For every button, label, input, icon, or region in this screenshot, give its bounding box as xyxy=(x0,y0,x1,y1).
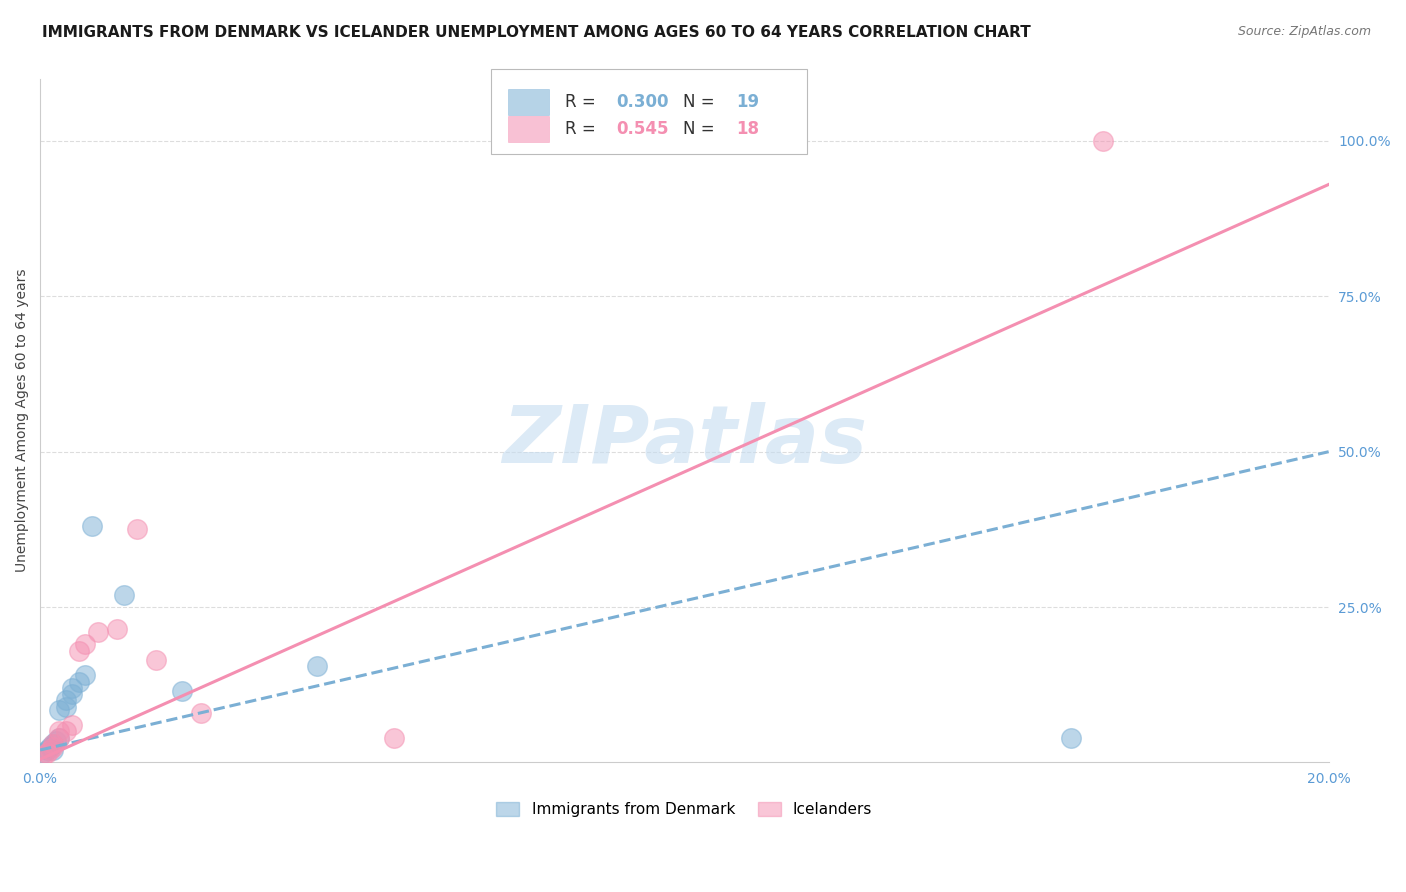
Point xyxy=(55,699,77,714)
Point xyxy=(80,519,103,533)
Point xyxy=(67,674,90,689)
Point xyxy=(1060,731,1083,745)
Point xyxy=(60,687,83,701)
Point xyxy=(42,737,65,751)
Text: N =: N = xyxy=(683,93,720,111)
Point xyxy=(38,739,60,754)
Point xyxy=(42,739,65,754)
Point xyxy=(55,724,77,739)
Point xyxy=(125,522,148,536)
Text: 0.545: 0.545 xyxy=(616,120,669,137)
Point xyxy=(42,737,65,751)
Point xyxy=(32,746,55,760)
FancyBboxPatch shape xyxy=(508,116,550,142)
Text: N =: N = xyxy=(683,120,720,137)
Point xyxy=(45,733,67,747)
Point xyxy=(48,731,70,745)
Point xyxy=(112,588,135,602)
Point xyxy=(60,681,83,695)
Point xyxy=(42,743,65,757)
Point xyxy=(38,743,60,757)
Point xyxy=(48,731,70,745)
Point xyxy=(75,668,97,682)
Legend: Immigrants from Denmark, Icelanders: Immigrants from Denmark, Icelanders xyxy=(491,796,879,823)
Point xyxy=(60,718,83,732)
Text: R =: R = xyxy=(565,93,600,111)
Point xyxy=(48,703,70,717)
Point xyxy=(87,624,110,639)
Point xyxy=(35,743,58,757)
Y-axis label: Unemployment Among Ages 60 to 64 years: Unemployment Among Ages 60 to 64 years xyxy=(15,268,30,573)
Text: 18: 18 xyxy=(735,120,759,137)
Point xyxy=(1092,134,1115,148)
Point xyxy=(170,684,193,698)
Point xyxy=(190,706,212,720)
Text: R =: R = xyxy=(565,120,600,137)
Point xyxy=(35,746,58,760)
Point xyxy=(75,637,97,651)
Point xyxy=(32,749,55,764)
Point xyxy=(48,724,70,739)
Point xyxy=(55,693,77,707)
Point xyxy=(384,731,406,745)
Point xyxy=(107,622,129,636)
FancyBboxPatch shape xyxy=(508,89,550,115)
Text: Source: ZipAtlas.com: Source: ZipAtlas.com xyxy=(1237,25,1371,38)
Text: 19: 19 xyxy=(735,93,759,111)
Text: ZIPatlas: ZIPatlas xyxy=(502,402,868,480)
Text: IMMIGRANTS FROM DENMARK VS ICELANDER UNEMPLOYMENT AMONG AGES 60 TO 64 YEARS CORR: IMMIGRANTS FROM DENMARK VS ICELANDER UNE… xyxy=(42,25,1031,40)
FancyBboxPatch shape xyxy=(491,69,807,154)
Text: 0.300: 0.300 xyxy=(616,93,669,111)
Point xyxy=(145,653,167,667)
Point xyxy=(307,659,329,673)
Point xyxy=(67,643,90,657)
